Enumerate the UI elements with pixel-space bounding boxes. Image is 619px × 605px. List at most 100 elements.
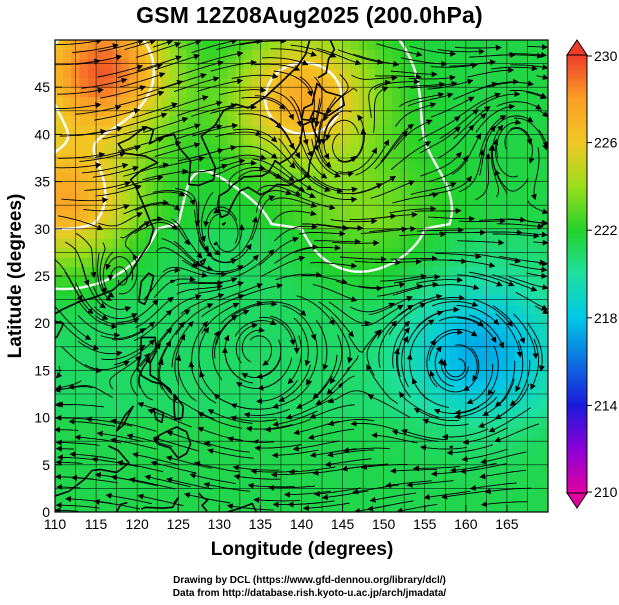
streamline [257, 357, 293, 391]
streamline [272, 210, 317, 222]
coastline-segment [152, 426, 192, 459]
streamline [234, 249, 275, 278]
streamline [227, 436, 275, 443]
streamline [239, 40, 287, 46]
streamline [163, 95, 209, 112]
y-tick-label: 10 [34, 410, 50, 426]
streamline [299, 76, 317, 124]
streamline [134, 221, 178, 235]
streamline [237, 283, 283, 299]
streamline [207, 213, 221, 256]
streamline [172, 395, 215, 420]
streamline [488, 144, 499, 198]
streamline [152, 219, 190, 246]
streamline [398, 92, 445, 108]
streamline [55, 426, 79, 433]
streamline [468, 314, 505, 349]
streamline [327, 419, 375, 427]
y-tick-label: 5 [42, 457, 50, 473]
colorbar-tick-label: 218 [594, 310, 618, 326]
y-tick-label: 25 [34, 268, 50, 284]
streamline [69, 451, 117, 460]
streamline [380, 273, 427, 282]
streamline [453, 106, 491, 140]
streamline [116, 460, 164, 473]
streamline [515, 292, 548, 310]
streamline [466, 363, 494, 405]
streamline [355, 139, 390, 176]
streamline [175, 188, 201, 227]
streamline [137, 79, 184, 97]
streamline [56, 484, 81, 490]
coastline-segment [115, 405, 134, 432]
streamline [178, 60, 224, 76]
colorbar-bottom-triangle [566, 492, 588, 509]
streamline [57, 87, 104, 95]
streamline [272, 174, 316, 199]
streamline [118, 136, 164, 152]
streamline [173, 76, 220, 93]
streamline [457, 317, 497, 344]
streamline [492, 232, 540, 239]
coastline-segment [136, 336, 173, 395]
streamline [233, 128, 278, 143]
streamline [112, 321, 156, 341]
streamline [509, 126, 535, 164]
streamline [316, 47, 362, 66]
streamline [152, 190, 196, 206]
streamline [408, 74, 456, 81]
streamline [271, 197, 318, 208]
streamline [431, 301, 479, 307]
streamline [98, 212, 143, 227]
streamline [135, 140, 182, 156]
streamline [538, 260, 548, 267]
streamline [348, 329, 381, 353]
streamline [282, 304, 317, 341]
streamline [329, 334, 343, 385]
streamline [147, 408, 192, 428]
coastline-segment [449, 445, 454, 449]
colorbar-tick-label: 222 [594, 222, 618, 238]
streamline [479, 125, 496, 176]
streamline [256, 380, 298, 405]
streamline [77, 314, 121, 339]
streamline [390, 70, 438, 78]
streamline [288, 466, 336, 475]
coastline-segment [115, 501, 128, 512]
streamline [61, 345, 103, 374]
streamline [137, 493, 184, 507]
streamline [410, 182, 457, 195]
streamline [305, 334, 318, 386]
colorbar-tick-label: 226 [594, 135, 618, 151]
streamline [474, 253, 521, 264]
y-tick-label: 40 [34, 126, 50, 142]
streamline [197, 412, 243, 429]
streamline [189, 472, 236, 484]
streamline [55, 445, 75, 452]
streamline [456, 305, 500, 326]
streamline [496, 52, 544, 59]
streamline [77, 340, 123, 357]
streamline [515, 231, 548, 238]
streamline [211, 243, 252, 264]
streamline [378, 320, 397, 368]
streamline [457, 239, 505, 246]
streamline [513, 313, 539, 360]
streamline [475, 229, 523, 236]
streamline [197, 50, 244, 65]
streamline [94, 145, 142, 158]
streamline [55, 439, 100, 446]
streamline [472, 78, 519, 93]
streamline [460, 463, 507, 475]
streamline [215, 40, 263, 51]
x-tick-label: 125 [167, 516, 191, 532]
streamline [428, 155, 469, 183]
streamline [534, 305, 548, 315]
streamline [430, 62, 478, 69]
streamline [292, 160, 331, 192]
streamline [451, 113, 487, 150]
streamline [361, 304, 404, 327]
streamline [85, 416, 133, 427]
streamline [119, 72, 166, 88]
streamline [509, 359, 531, 407]
